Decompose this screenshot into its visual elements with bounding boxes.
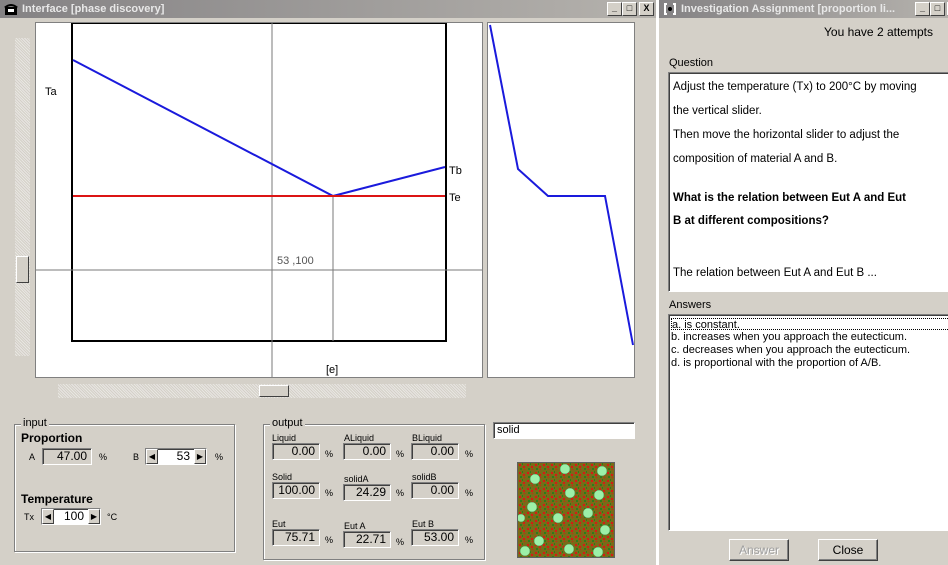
solid-unit: % [325,488,334,498]
b-value-input[interactable]: 53 [145,448,207,465]
solid-label: Solid [272,472,293,482]
window-separator [656,0,659,565]
bliquid-unit: % [465,449,474,459]
euta-label: Eut A [344,521,366,531]
temperature-label: Temperature [21,492,93,506]
right-titlebar[interactable]: Investigation Assignment [proportion li.… [659,0,948,18]
eut-unit: % [325,535,334,545]
eut-value: 75.71 [272,529,320,546]
diagram-frame [71,22,447,342]
solida-label: solidA [344,474,369,484]
left-titlebar[interactable]: Interface [phase discovery] _ □ X [0,0,656,18]
assignment-maximize-button[interactable]: □ [930,2,945,16]
cooling-curve-line [489,24,634,346]
a-value-field: 47.00 [42,448,92,465]
temperature-slider-thumb[interactable] [16,256,29,283]
right-window-title: Investigation Assignment [proportion li.… [681,3,896,15]
investigation-window: Investigation Assignment [proportion li.… [659,0,948,565]
tx-decrement-button[interactable]: ◀ [42,509,54,524]
minimize-button[interactable]: _ [607,2,622,16]
close-button[interactable]: Close [818,539,878,561]
input-group: input Proportion A 47.00 % B 53 ◀ ▶ % Te… [14,417,235,552]
eutb-label: Eut B [412,519,435,529]
liquid-unit: % [325,449,334,459]
bliquid-label: BLiquid [412,433,443,443]
answers-list: a. is constant. b. increases when you ap… [668,314,948,531]
solida-unit: % [396,488,405,498]
b-increment-button[interactable]: ▶ [194,449,206,464]
question-bold-line-2: B at different compositions? [673,215,829,227]
proportion-label: Proportion [21,431,83,445]
answer-option-d[interactable]: d. is proportional with the proportion o… [671,357,882,369]
cursor-readout: 53 ,100 [277,255,314,267]
phase-discovery-window: Interface [phase discovery] _ □ X Ta Tb … [0,0,656,565]
b-unit: % [215,452,224,462]
euta-unit: % [396,537,405,547]
aliquid-unit: % [396,449,405,459]
bracket-icon [663,2,677,16]
solidb-value: 0.00 [411,482,459,499]
output-group: output Liquid 0.00 % ALiquid 0.00 % BLiq… [263,417,485,560]
liquidus-line [72,59,446,198]
euta-value: 22.71 [343,531,391,548]
tx-increment-button[interactable]: ▶ [88,509,100,524]
microstructure-svg [516,463,614,558]
a-label: A [29,452,36,462]
assignment-minimize-button[interactable]: _ [915,2,930,16]
x-axis-label: [e] [326,364,338,376]
question-line-4: composition of material A and B. [673,153,838,165]
eutb-value: 53.00 [411,529,459,546]
liquid-value: 0.00 [272,443,320,460]
close-window-button[interactable]: X [639,2,654,16]
tx-unit: °C [107,512,118,522]
eutb-unit: % [465,535,474,545]
attempts-text: You have 2 attempts [824,25,933,39]
question-prompt: The relation between Eut A and Eut B ... [673,267,877,279]
phone-icon [4,2,18,16]
output-legend: output [270,417,305,429]
label-te: Te [449,192,461,204]
solid-value: 100.00 [272,482,320,499]
liquid-label: Liquid [272,433,297,443]
solidb-label: solidB [412,472,437,482]
question-label: Question [669,57,714,69]
temperature-slider-track[interactable] [15,38,30,356]
tx-value-input[interactable]: 100 [41,508,101,525]
aliquid-value: 0.00 [343,443,391,460]
label-ta: Ta [45,86,58,98]
phase-state-text: solid [497,424,520,436]
phase-state-field: solid [493,422,635,439]
solidb-unit: % [465,488,474,498]
question-line-2: the vertical slider. [673,105,762,117]
input-legend: input [21,417,49,429]
question-line-1: Adjust the temperature (Tx) to 200°C by … [673,81,917,93]
question-panel: Adjust the temperature (Tx) to 200°C by … [668,72,948,292]
b-decrement-button[interactable]: ◀ [146,449,158,464]
left-window-title: Interface [phase discovery] [22,3,165,15]
answers-label: Answers [669,299,712,311]
cooling-curve-svg [489,24,634,346]
aliquid-label: ALiquid [344,433,375,443]
label-tb: Tb [449,165,462,177]
answer-option-c[interactable]: c. decreases when you approach the eutec… [671,344,911,356]
a-unit: % [99,452,108,462]
phase-diagram-svg: Ta Tb Te 53 ,100 [e] [36,22,482,377]
b-label: B [133,452,140,462]
eut-label: Eut [272,519,286,529]
question-line-3: Then move the horizontal slider to adjus… [673,129,900,141]
solida-value: 24.29 [343,484,391,501]
maximize-button[interactable]: □ [622,2,637,16]
answer-option-b[interactable]: b. increases when you approach the eutec… [671,331,908,343]
answer-option-a[interactable]: a. is constant. [671,318,948,331]
question-bold-line-1: What is the relation between Eut A and E… [673,192,906,204]
answer-button[interactable]: Answer [729,539,789,561]
phase-diagram: Ta Tb Te 53 ,100 [e] [35,22,483,378]
bliquid-value: 0.00 [411,443,459,460]
composition-slider-thumb[interactable] [259,385,289,397]
tx-label: Tx [24,512,34,522]
microstructure-view [516,462,615,558]
cooling-curve [487,22,635,378]
